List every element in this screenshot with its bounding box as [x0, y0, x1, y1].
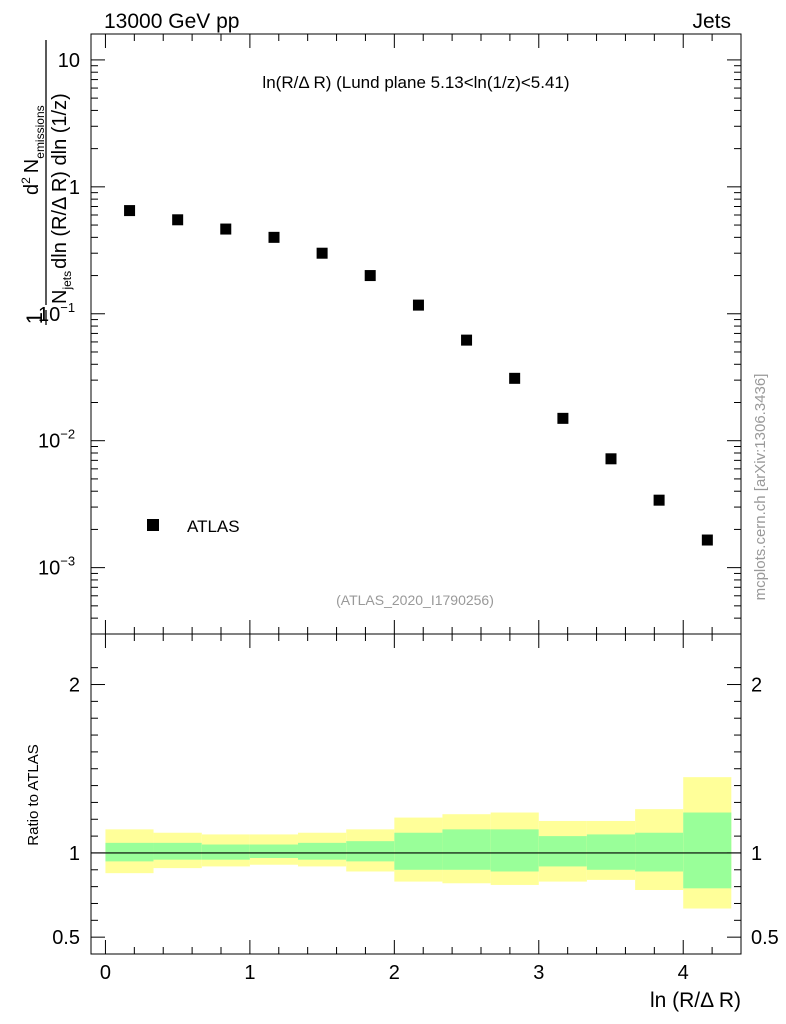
ylabel-numerator: d2 Nemissions: [19, 105, 47, 195]
header-right: Jets: [692, 10, 731, 33]
ratio-y-tick-label-right: 0.5: [751, 927, 779, 949]
x-axis-label: ln (R/Δ R): [650, 989, 741, 1012]
main-data-points: [124, 205, 713, 546]
y-tick-label: 10−1: [38, 300, 75, 326]
ratio-y-tick-label-left: 2: [69, 675, 80, 697]
y-tick-base: 10: [38, 558, 60, 580]
x-tick-label: 3: [533, 962, 544, 984]
data-point: [316, 247, 328, 259]
x-ticks: 0 1 2 3 4: [100, 634, 713, 984]
green-band-bin: [635, 832, 684, 872]
green-band-bin: [346, 841, 395, 862]
x-tick-label: 1: [244, 962, 255, 984]
analysis-id: (ATLAS_2020_I1790256): [336, 592, 494, 608]
ratio-y-tick-label-right: 2: [751, 675, 762, 697]
plot-title: ln(R/Δ R) (Lund plane 5.13<ln(1/z)<5.41): [262, 73, 569, 92]
green-band-bin: [297, 842, 347, 860]
ratio-y-tick-label-left: 0.5: [52, 927, 80, 949]
green-band-bin: [394, 832, 443, 870]
x-tick-label: 4: [678, 962, 689, 984]
ratio-uncertainty-bands: [91, 777, 741, 909]
main-y-axis-label: d2 Nemissions 1 Njets dln (R/Δ R) dln (1/z…: [19, 40, 74, 325]
ylabel-num-n: N: [21, 159, 43, 173]
green-band-bin: [490, 829, 539, 872]
mcplots-side-label: mcplots.cern.ch [arXiv:1306.3436]: [752, 374, 769, 601]
y-tick-label: 1: [69, 177, 80, 199]
ylabel-d: d: [21, 184, 43, 195]
y-tick-label: 10−2: [38, 427, 75, 453]
ylabel-den-n: N: [49, 290, 71, 304]
green-band-bin: [201, 844, 250, 860]
data-point: [557, 412, 569, 424]
data-point: [364, 270, 376, 282]
main-minor-ticks: [91, 34, 741, 635]
y-tick-label: 10: [58, 50, 80, 72]
ylabel-one: 1: [22, 312, 47, 324]
x-tick-label: 0: [100, 962, 111, 984]
y-tick-base: 10: [38, 304, 60, 326]
ylabel-den-sub: jets: [60, 271, 74, 291]
green-band-bin: [153, 842, 202, 860]
data-point: [701, 534, 713, 546]
ylabel-num-sub: emissions: [33, 105, 47, 158]
green-band-bin: [249, 844, 298, 858]
x-tick-label: 2: [389, 962, 400, 984]
legend-atlas-marker: [147, 519, 159, 531]
data-point: [124, 205, 136, 217]
green-band-bin: [442, 829, 491, 870]
y-tick-label: 10−3: [38, 554, 75, 580]
y-tick-base: 10: [38, 431, 60, 453]
data-point: [653, 494, 665, 506]
ratio-ticks: 0.5 0.5 1 1 2 2: [52, 667, 779, 949]
ratio-y-axis-label: Ratio to ATLAS: [25, 744, 42, 845]
data-point: [509, 372, 521, 384]
main-frame: [90, 33, 742, 635]
ratio-panel: 0.5 0.5 1 1 2 2 0 1 2 3 4: [52, 633, 779, 984]
data-point: [605, 453, 617, 465]
ratio-y-tick-label-right: 1: [751, 843, 762, 865]
data-point: [461, 334, 473, 346]
header-left: 13000 GeV pp: [104, 10, 239, 33]
ratio-frame: [90, 633, 742, 955]
ylabel-d-power: 2: [19, 177, 33, 184]
green-band-bin: [586, 834, 636, 870]
green-band-bin: [105, 842, 154, 862]
data-point: [220, 223, 232, 235]
ratio-y-tick-label-left: 1: [69, 843, 80, 865]
ylabel-denominator: Njets dln (R/Δ R) dln (1/z): [49, 93, 74, 304]
green-band-bin: [683, 812, 732, 889]
green-band-bin: [538, 836, 587, 867]
data-point: [412, 299, 424, 311]
data-point: [268, 231, 280, 243]
y-tick-exponent: −2: [60, 427, 75, 442]
legend-atlas-label: ATLAS: [187, 517, 240, 536]
ylabel-den-tail: dln (R/Δ R) dln (1/z): [49, 93, 71, 269]
y-tick-exponent: −1: [60, 300, 75, 315]
y-tick-exponent: −3: [60, 554, 75, 569]
data-point: [172, 214, 184, 226]
